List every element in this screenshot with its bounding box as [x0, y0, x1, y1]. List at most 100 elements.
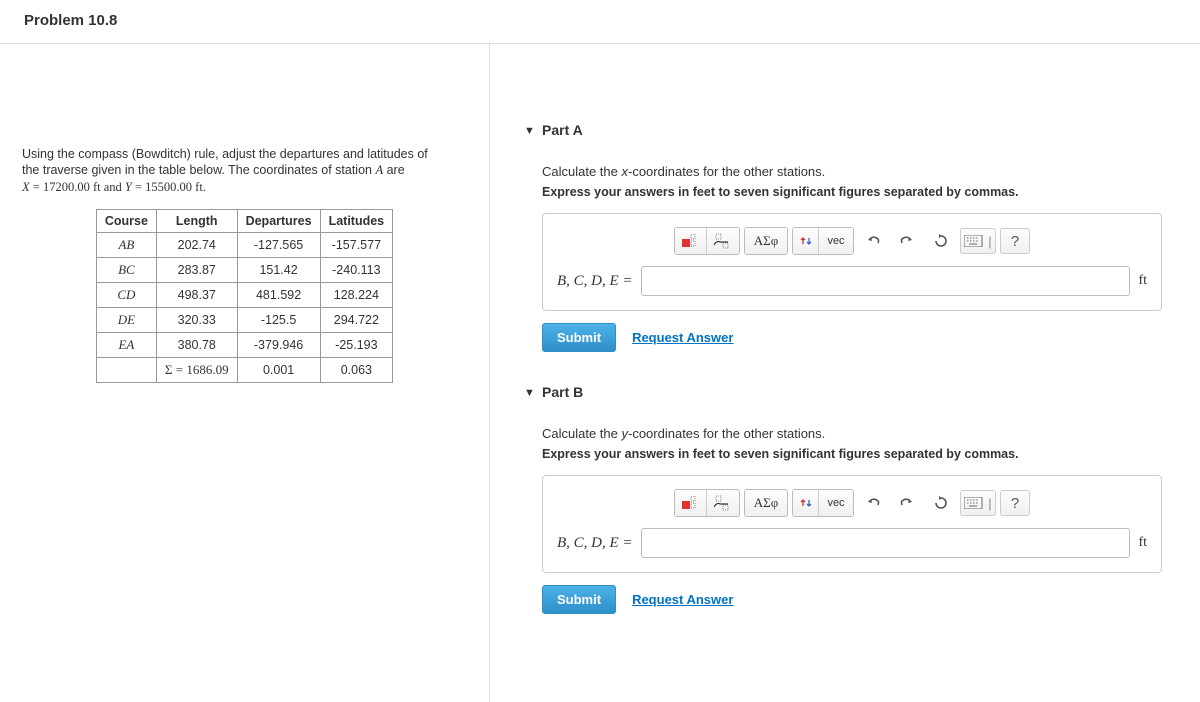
- vec-button[interactable]: vec: [819, 228, 853, 254]
- coord-suffix: .: [203, 180, 206, 194]
- cell-lat: 128.224: [320, 282, 393, 307]
- answer-unit: ft: [1138, 535, 1147, 551]
- table-sum-row: Σ = 1686.090.0010.063: [96, 357, 392, 382]
- coord-y: 15500.00 ft: [145, 180, 203, 194]
- undo-icon[interactable]: [858, 490, 888, 516]
- problem-pane: Using the compass (Bowditch) rule, adjus…: [0, 44, 490, 702]
- coord-and: and: [101, 180, 125, 194]
- cell-lat: -25.193: [320, 332, 393, 357]
- part-b: ▼ Part B Calculate the y-coordinates for…: [490, 380, 1192, 642]
- request-answer-link[interactable]: Request Answer: [632, 330, 733, 345]
- collapse-icon[interactable]: ▼: [524, 125, 535, 137]
- part-b-title: Part B: [542, 384, 1162, 400]
- submit-button[interactable]: Submit: [542, 323, 616, 352]
- request-answer-link[interactable]: Request Answer: [632, 592, 733, 607]
- help-button[interactable]: ?: [1000, 228, 1030, 254]
- col-length: Length: [156, 209, 237, 232]
- main-split: Using the compass (Bowditch) rule, adjus…: [0, 44, 1200, 702]
- cell-length: 202.74: [156, 232, 237, 257]
- cell-length: 380.78: [156, 332, 237, 357]
- cell-lat: 294.722: [320, 307, 393, 332]
- vec-button[interactable]: vec: [819, 490, 853, 516]
- cell-course: EA: [96, 332, 156, 357]
- table-row: DE320.33-125.5294.722: [96, 307, 392, 332]
- cell-course: AB: [96, 232, 156, 257]
- template-group: [674, 489, 740, 517]
- col-departures: Departures: [237, 209, 320, 232]
- cell-course: CD: [96, 282, 156, 307]
- greek-button[interactable]: ΑΣφ: [745, 490, 787, 516]
- part-b-hint: Express your answers in feet to seven si…: [542, 447, 1162, 461]
- submit-row: Submit Request Answer: [542, 323, 1162, 352]
- answer-row: B, C, D, E = ft: [557, 528, 1147, 558]
- cell-dep: -379.946: [237, 332, 320, 357]
- templates-icon[interactable]: [675, 228, 707, 254]
- answer-unit: ft: [1138, 273, 1147, 289]
- submit-button[interactable]: Submit: [542, 585, 616, 614]
- keyboard-icon[interactable]: |: [960, 228, 996, 254]
- answer-pane: ▼ Part A Calculate the x-coordinates for…: [490, 44, 1200, 702]
- templates-icon[interactable]: [675, 490, 707, 516]
- part-a: ▼ Part A Calculate the x-coordinates for…: [490, 118, 1192, 380]
- cell-dep: 151.42: [237, 257, 320, 282]
- symbol-group: ΑΣφ: [744, 227, 788, 255]
- page-title: Problem 10.8: [0, 0, 1200, 44]
- answer-label: B, C, D, E =: [557, 273, 633, 290]
- cell-dep: 481.592: [237, 282, 320, 307]
- cell-length: 283.87: [156, 257, 237, 282]
- cell-sum-label: Σ = 1686.09: [156, 357, 237, 382]
- part-b-desc: Calculate the y-coordinates for the othe…: [542, 426, 1162, 441]
- undo-icon[interactable]: [858, 228, 888, 254]
- cell-sum-dep: 0.001: [237, 357, 320, 382]
- traverse-table: Course Length Departures Latitudes AB202…: [96, 209, 393, 383]
- vec-group: vec: [792, 489, 854, 517]
- answer-row: B, C, D, E = ft: [557, 266, 1147, 296]
- keyboard-icon[interactable]: |: [960, 490, 996, 516]
- equation-toolbar: ΑΣφ vec: [557, 226, 1147, 256]
- cell-lat: -157.577: [320, 232, 393, 257]
- table-row: EA380.78-379.946-25.193: [96, 332, 392, 357]
- cell-empty: [96, 357, 156, 382]
- col-course: Course: [96, 209, 156, 232]
- intro-text: the traverse given in the table below. T…: [22, 163, 375, 177]
- cell-length: 320.33: [156, 307, 237, 332]
- reset-icon[interactable]: [926, 490, 956, 516]
- part-b-input[interactable]: [641, 528, 1131, 558]
- collapse-icon[interactable]: ▼: [524, 387, 535, 399]
- updown-icon[interactable]: [793, 228, 819, 254]
- updown-icon[interactable]: [793, 490, 819, 516]
- part-a-desc: Calculate the x-coordinates for the othe…: [542, 164, 1162, 179]
- intro-text: are: [383, 163, 405, 177]
- problem-intro: Using the compass (Bowditch) rule, adjus…: [22, 146, 467, 195]
- cell-lat: -240.113: [320, 257, 393, 282]
- coord-x: 17200.00 ft: [43, 180, 101, 194]
- table-header-row: Course Length Departures Latitudes: [96, 209, 392, 232]
- equation-toolbar: ΑΣφ vec: [557, 488, 1147, 518]
- part-a-input[interactable]: [641, 266, 1131, 296]
- cell-dep: -127.565: [237, 232, 320, 257]
- answer-label: B, C, D, E =: [557, 535, 633, 552]
- fraction-icon[interactable]: [707, 228, 739, 254]
- vec-group: vec: [792, 227, 854, 255]
- cell-sum-lat: 0.063: [320, 357, 393, 382]
- station-letter: A: [375, 163, 383, 177]
- symbol-group: ΑΣφ: [744, 489, 788, 517]
- help-button[interactable]: ?: [1000, 490, 1030, 516]
- table-row: AB202.74-127.565-157.577: [96, 232, 392, 257]
- redo-icon[interactable]: [892, 490, 922, 516]
- part-a-answer-box: ΑΣφ vec: [542, 213, 1162, 311]
- reset-icon[interactable]: [926, 228, 956, 254]
- cell-dep: -125.5: [237, 307, 320, 332]
- col-latitudes: Latitudes: [320, 209, 393, 232]
- cell-course: DE: [96, 307, 156, 332]
- part-a-title: Part A: [542, 122, 1162, 138]
- table-row: BC283.87151.42-240.113: [96, 257, 392, 282]
- cell-course: BC: [96, 257, 156, 282]
- part-b-answer-box: ΑΣφ vec: [542, 475, 1162, 573]
- redo-icon[interactable]: [892, 228, 922, 254]
- fraction-icon[interactable]: [707, 490, 739, 516]
- cell-length: 498.37: [156, 282, 237, 307]
- submit-row: Submit Request Answer: [542, 585, 1162, 614]
- greek-button[interactable]: ΑΣφ: [745, 228, 787, 254]
- part-a-hint: Express your answers in feet to seven si…: [542, 185, 1162, 199]
